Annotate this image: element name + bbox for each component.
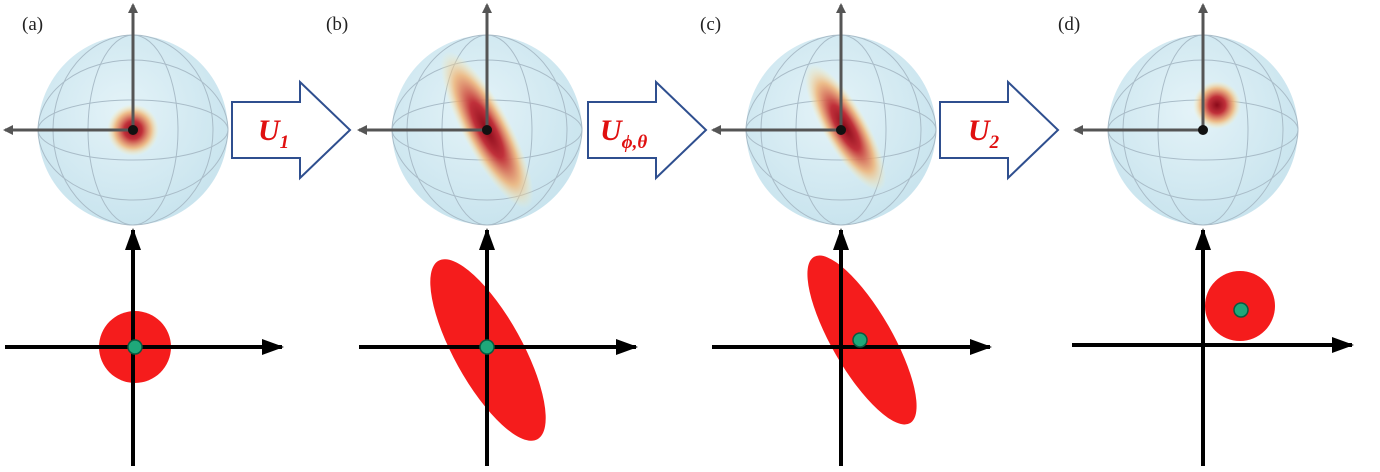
operator-subscript: ϕ,θ [622, 132, 648, 153]
panel-label: (d) [1058, 14, 1080, 35]
operator-subscript: 2 [989, 132, 1000, 153]
operator-symbol: U [600, 114, 623, 147]
phase-plots [5, 230, 1352, 466]
operator-symbol: U [968, 114, 991, 147]
operator-symbol: U [258, 114, 281, 147]
figure: (a) (b) (c) (d) U1 Uϕ,θ U2 [0, 0, 1380, 472]
operator-subscript: 1 [280, 132, 290, 153]
panel-label: (c) [700, 14, 721, 35]
panel-label: (b) [326, 14, 348, 35]
panel-label: (a) [22, 14, 43, 35]
